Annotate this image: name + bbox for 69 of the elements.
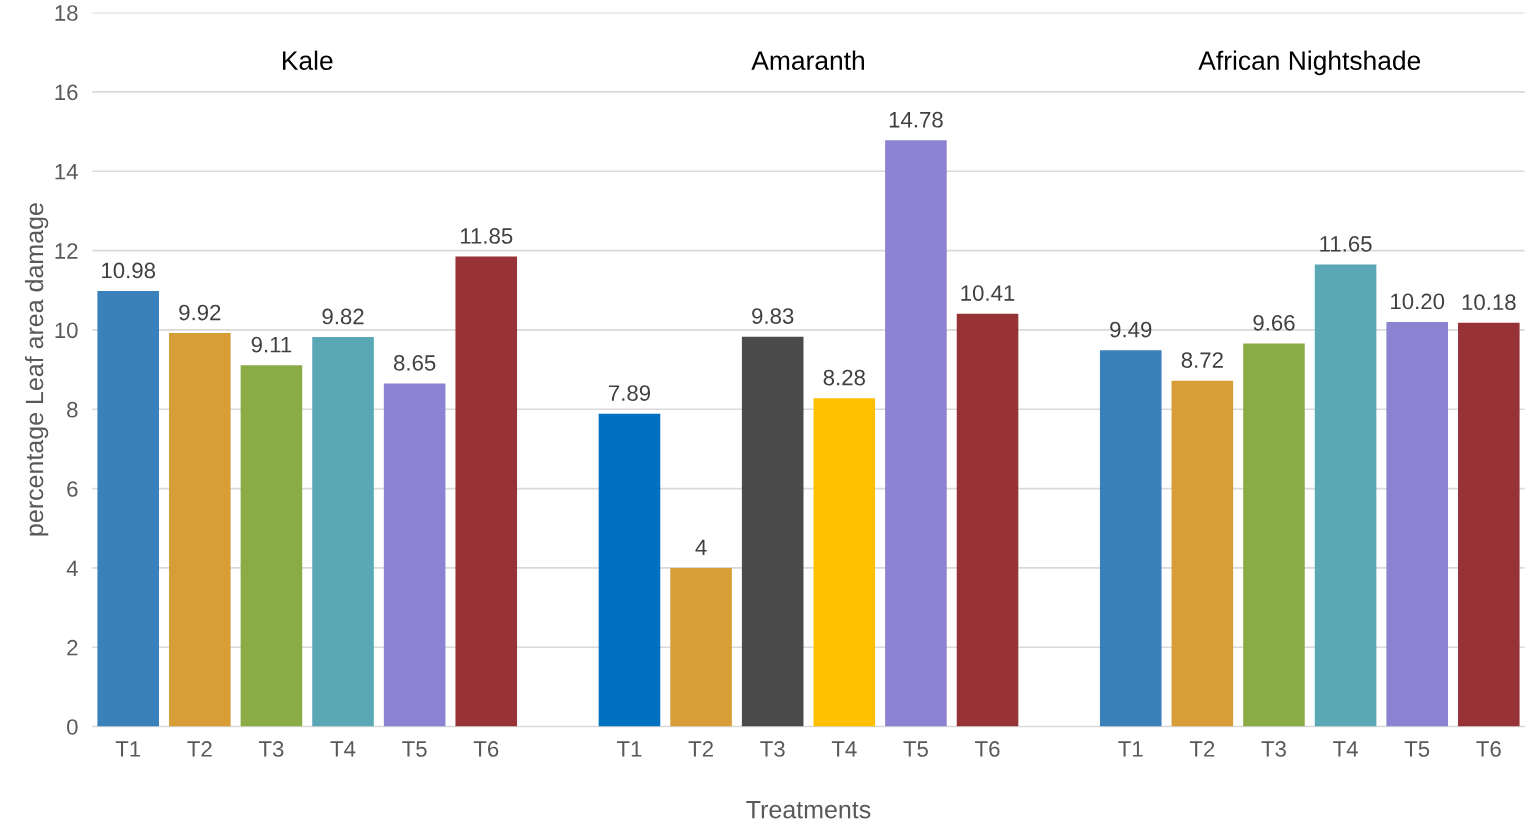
x-tick-label: T2 — [187, 741, 212, 757]
bar — [956, 313, 1019, 727]
bar — [598, 413, 661, 727]
bar — [1314, 264, 1377, 727]
data-label: 9.92 — [179, 304, 221, 321]
x-tick-label: T2 — [688, 741, 713, 757]
x-tick-label: T4 — [330, 741, 356, 757]
x-tick-label: T5 — [402, 741, 427, 757]
x-tick-label: T4 — [1333, 741, 1358, 757]
data-label: 7.89 — [608, 385, 651, 401]
annotation: African Nightshade — [1198, 50, 1421, 76]
y-axis-title: percentage Leaf area damage — [24, 203, 49, 536]
x-tick-label: T5 — [903, 741, 928, 757]
data-label: 9.66 — [1253, 314, 1295, 331]
data-label: 4 — [695, 539, 707, 555]
bar — [813, 398, 876, 727]
data-label: 11.65 — [1320, 236, 1372, 252]
annotation: Amaranth — [751, 50, 864, 70]
x-tick-label: T3 — [258, 741, 284, 757]
data-label: 8.72 — [1181, 352, 1223, 368]
bar — [169, 333, 231, 727]
y-tick-label: 12 — [55, 243, 78, 259]
y-tick-label: 14 — [55, 164, 78, 180]
y-tick-label: 6 — [67, 481, 78, 497]
y-tick-label: 0 — [67, 719, 78, 735]
x-tick-label: T1 — [115, 741, 141, 757]
bar — [455, 256, 518, 727]
x-axis-title: Treatments — [746, 801, 871, 819]
x-tick-label: T1 — [1118, 741, 1143, 757]
bar — [670, 567, 732, 727]
data-label: 10.18 — [1462, 294, 1516, 311]
bar — [1386, 322, 1448, 727]
y-tick-label: 4 — [66, 560, 78, 576]
x-tick-label: T3 — [760, 741, 785, 757]
bar — [240, 365, 303, 727]
data-label: 9.49 — [1110, 321, 1152, 338]
bar — [885, 140, 947, 727]
bar — [1171, 380, 1234, 727]
x-tick-label: T4 — [831, 741, 857, 757]
y-tick-label: 2 — [67, 639, 78, 656]
bar — [97, 291, 159, 727]
data-label: 8.28 — [823, 369, 865, 386]
x-tick-label: T2 — [1189, 741, 1215, 757]
y-tick-label: 10 — [55, 322, 78, 339]
bar — [1243, 343, 1305, 727]
x-tick-label: T6 — [473, 741, 499, 757]
data-label: 10.41 — [961, 285, 1015, 301]
bar — [312, 337, 374, 727]
data-label: 14.78 — [889, 111, 943, 128]
data-label: 8.65 — [393, 355, 436, 371]
y-tick-label: 8 — [67, 401, 78, 418]
x-tick-label: T6 — [975, 741, 1000, 757]
data-label: 10.20 — [1391, 293, 1445, 310]
data-label: 9.83 — [752, 308, 794, 324]
data-label: 11.85 — [460, 228, 513, 244]
annotation: Kale — [282, 50, 333, 70]
y-tick-label: 18 — [55, 5, 78, 21]
x-tick-label: T1 — [617, 741, 642, 757]
data-label: 9.11 — [251, 336, 292, 353]
bar — [1458, 322, 1520, 727]
data-label: 9.82 — [322, 308, 364, 325]
x-tick-label: T6 — [1476, 741, 1501, 757]
x-tick-label: T5 — [1404, 741, 1430, 757]
x-tick-label: T3 — [1261, 741, 1286, 757]
bar — [1099, 350, 1162, 727]
y-tick-label: 16 — [55, 84, 78, 101]
data-label: 10.98 — [102, 262, 156, 279]
bar — [741, 336, 804, 727]
bar — [383, 383, 446, 727]
